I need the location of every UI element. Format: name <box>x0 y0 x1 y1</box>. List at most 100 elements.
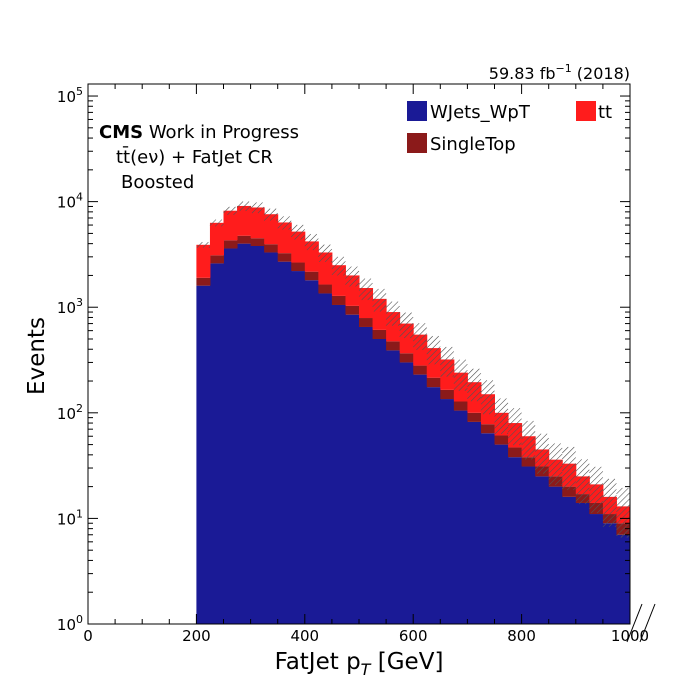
hatch-line <box>399 316 414 331</box>
bar-wjets <box>562 496 577 624</box>
bar-wjets <box>453 410 468 624</box>
hatch-line <box>575 475 590 490</box>
hatch-line <box>467 368 474 375</box>
hatch-line <box>288 226 292 230</box>
bar-singletop <box>589 502 604 515</box>
legend-label-singletop: SingleTop <box>430 134 516 155</box>
bar-tt <box>345 275 360 306</box>
hatch-line <box>245 205 251 212</box>
hatch-line <box>452 375 455 377</box>
bar-singletop <box>196 277 211 286</box>
x-tick-label: 1000 <box>611 627 649 645</box>
hatch-line <box>590 501 604 514</box>
hatch-line <box>318 244 331 257</box>
hatch-line <box>575 459 583 466</box>
hatch-line <box>554 477 563 486</box>
hatch-line <box>614 525 617 528</box>
hatch-line <box>524 449 536 460</box>
x-axis-title-unit: [GeV] <box>370 649 443 675</box>
hatch-line <box>345 266 352 273</box>
bar-wjets <box>304 280 319 624</box>
lumi-exponent: −1 <box>555 62 571 75</box>
hatch-line <box>602 495 617 510</box>
bar-tt <box>602 496 617 515</box>
hatch-line <box>488 408 495 415</box>
hatch-line <box>467 368 480 381</box>
hatch-line <box>589 466 596 474</box>
hatch-line <box>534 443 549 458</box>
bar-singletop <box>535 466 550 477</box>
bar-singletop <box>602 514 617 524</box>
hatch-line <box>440 346 453 360</box>
hatch-line <box>521 420 534 434</box>
legend-label-wjets: WJets_WpT <box>430 102 531 123</box>
hatch-line <box>385 311 400 326</box>
bar-singletop <box>277 253 292 262</box>
hatch-line <box>275 218 278 221</box>
hatch-line <box>236 201 244 208</box>
hatch-line <box>506 432 509 435</box>
bar-singletop <box>223 240 238 249</box>
hatch-line <box>494 414 509 429</box>
bar-wjets <box>331 304 346 624</box>
hatch-line <box>521 431 536 446</box>
x-tick-label: 800 <box>507 627 536 645</box>
bar-wjets <box>521 466 536 624</box>
hatch-line <box>480 380 494 393</box>
cms-label: CMS Work in Progress <box>99 122 299 143</box>
hatch-line <box>575 487 590 502</box>
hatch-line <box>536 461 549 474</box>
hatch-line <box>548 443 561 456</box>
bar-singletop <box>494 435 509 445</box>
hatch-line <box>453 359 467 372</box>
hatch-line <box>480 390 495 405</box>
y-tick-label: 104 <box>57 191 83 212</box>
hatch-line <box>572 487 577 491</box>
hatch-line <box>300 235 306 240</box>
hatch-line <box>548 471 563 486</box>
bar-wjets <box>345 314 360 624</box>
hatch-line <box>263 208 271 215</box>
hatch-line <box>331 256 339 264</box>
bars-layer <box>196 205 631 625</box>
bar-wjets <box>575 502 590 624</box>
hatch-line <box>589 477 604 492</box>
hatch-line <box>318 244 325 251</box>
bar-tt <box>331 265 346 296</box>
bar-wjets <box>372 339 387 624</box>
hatch-line <box>589 471 604 486</box>
hatch-line <box>282 220 292 230</box>
bar-tt <box>426 348 441 378</box>
bar-wjets <box>440 399 455 624</box>
y-tick-label: 102 <box>57 402 83 423</box>
bar-wjets <box>616 534 631 624</box>
x-axis-title-main: FatJet p <box>275 649 361 675</box>
bar-tt <box>209 222 224 256</box>
hatch-line <box>494 398 501 405</box>
bar-tt <box>440 359 455 390</box>
bar-wjets <box>426 387 441 624</box>
hatch-line <box>372 288 379 296</box>
bar-singletop <box>237 235 252 244</box>
bar-tt <box>562 463 577 487</box>
hatch-line <box>602 478 616 492</box>
hatch-line <box>480 396 495 411</box>
hatch-line <box>208 246 211 248</box>
hatch-line <box>494 408 509 423</box>
hatch-line <box>584 499 590 505</box>
bar-wjets <box>237 243 252 624</box>
bar-tt <box>508 423 523 448</box>
hatch-line <box>507 407 515 415</box>
bar-singletop <box>250 238 265 246</box>
hatch-line <box>470 391 482 402</box>
bar-wjets <box>508 457 523 624</box>
hatch-line <box>566 481 577 491</box>
bar-singletop <box>453 401 468 411</box>
hatch-line <box>575 463 590 478</box>
hatch-line <box>608 519 617 528</box>
cms-sublabel: Work in Progress <box>143 122 299 143</box>
legend-swatch-wjets <box>407 101 427 121</box>
hatch-line <box>476 397 482 402</box>
hatch-line <box>507 418 522 433</box>
bar-tt <box>277 222 292 254</box>
